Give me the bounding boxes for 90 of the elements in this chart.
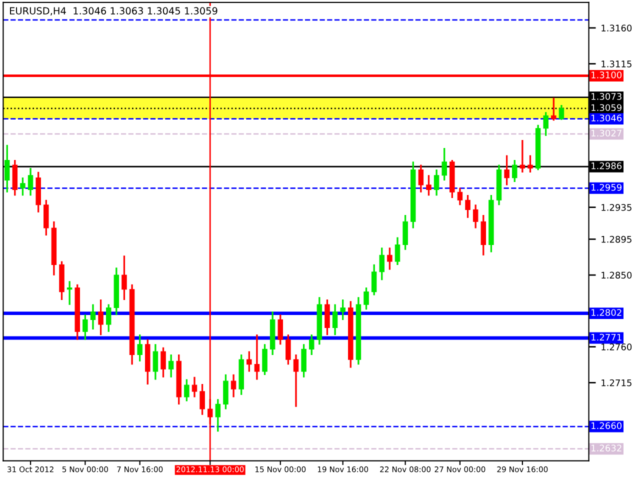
candlestick [106,304,112,332]
candlestick [137,334,142,362]
candlestick [51,221,57,276]
candlestick [20,178,26,196]
y-tick-label: 1.2715 [602,379,632,386]
candlestick [168,354,174,378]
candlestick [379,248,385,280]
ref-line-label: 1.3027 [592,130,622,137]
candlestick [278,314,284,345]
candlestick [480,214,486,256]
candlestick [450,160,455,198]
candlestick [442,148,447,180]
chart-title: EURUSD,H4 1.3046 1.3063 1.3045 1.3059 [10,7,218,16]
candlestick [200,384,205,415]
y-tick-label: 1.2850 [602,272,632,279]
candlestick [340,299,346,320]
candlestick [230,374,236,398]
ref-line-label: 1.3100 [592,72,622,78]
candlestick [293,354,299,407]
candlestick [74,284,80,340]
candlestick [192,376,198,398]
candlestick [472,204,478,228]
ref-line-label: 1.2802 [592,309,622,316]
candlestick [82,314,88,340]
candlestick [364,288,369,310]
candlestick [324,299,330,336]
candlestick [160,347,166,378]
candlestick [215,399,221,432]
candlestick [465,195,470,218]
candlestick [387,248,392,270]
candlestick [223,374,228,410]
ref-line-label: 1.3059 [592,104,622,112]
candlestick [59,261,64,300]
ref-line-label: 1.2660 [592,422,622,430]
candlestick [4,144,10,192]
candlestick [543,112,548,136]
ref-line-label: 1.2986 [592,162,622,170]
candlestick [551,98,556,121]
candlestick [28,168,34,196]
candlestick [98,299,104,336]
ref-line-label: 1.2771 [592,334,622,341]
candlestick [176,354,182,404]
y-tick-label: 1.3160 [602,24,632,32]
candlestick [356,297,362,365]
y-tick-label: 1.2935 [602,204,632,211]
candlestick [286,334,291,365]
candlestick [262,344,268,375]
y-tick-label: 1.2760 [602,344,632,350]
candlestick [512,160,518,182]
candlestick [558,104,564,120]
ref-line-label: 1.3046 [592,114,622,122]
candlestick [402,214,408,250]
candlestick [488,195,494,252]
candlestick [12,160,18,196]
candlestick [308,334,314,356]
candlestick [246,351,252,372]
candlestick [528,155,533,172]
ref-line-label: 1.2632 [592,444,622,452]
y-tick-label: 1.3115 [602,60,632,68]
candlestick [254,334,260,380]
candlestick [535,124,541,170]
candlestick [36,172,41,212]
candlestick [457,188,463,206]
candlestick [270,311,276,356]
candlestick [145,339,150,385]
candlestick [301,344,306,378]
candlestick [66,281,72,305]
candlestick [184,379,190,402]
candlestick [316,297,322,345]
candlestick [410,162,416,228]
candlestick [418,164,424,192]
ref-line-label: 1.2959 [592,184,622,191]
candlestick [496,164,502,206]
candlestick [122,256,127,300]
candlestick [129,284,135,365]
candlestick [371,264,377,296]
candlestick [332,304,338,336]
candlestick [504,155,510,186]
candlestick [44,200,49,236]
candlestick [90,304,96,330]
ref-line-label: 1.3073 [592,93,622,100]
candlestick [426,175,432,196]
candlestick [238,354,244,395]
candlestick [114,268,120,316]
candlestick [152,344,158,380]
y-tick-label: 1.2895 [602,236,632,243]
candlestick [434,170,440,196]
candlestick [348,301,354,368]
candlestick [394,237,400,265]
candlestick [520,140,526,172]
